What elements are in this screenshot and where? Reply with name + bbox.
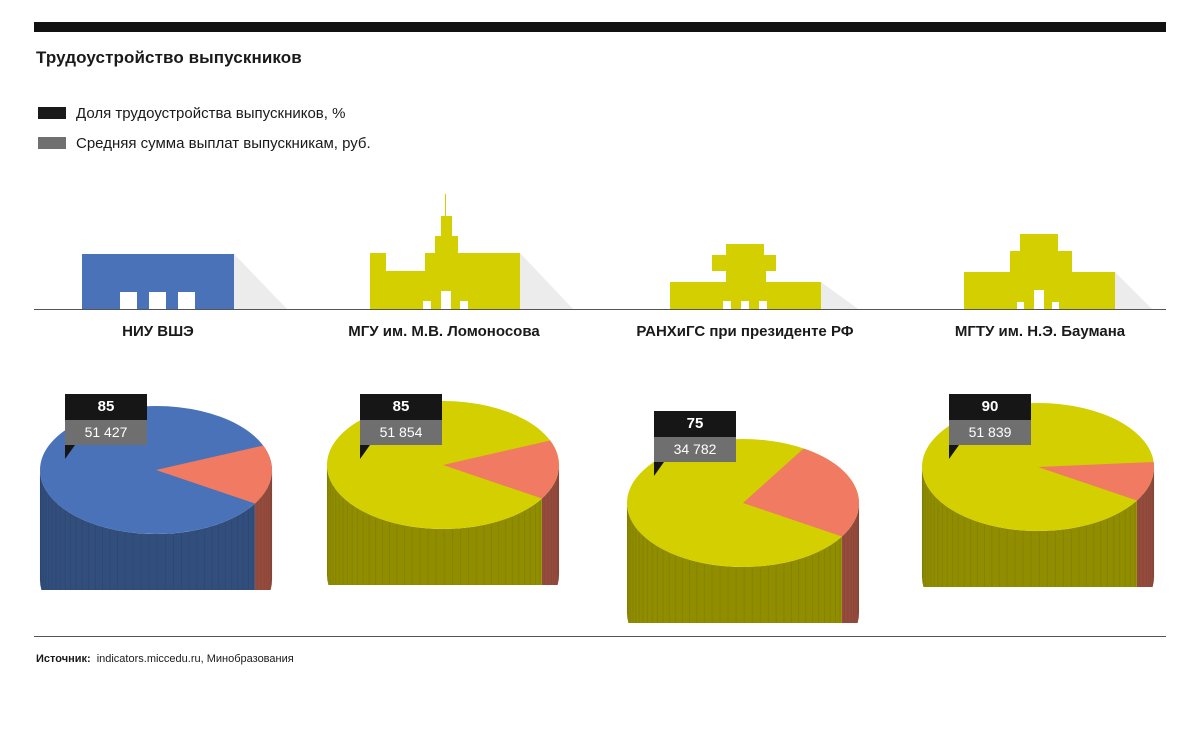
building-bmstu-icon <box>964 234 1152 309</box>
pie-side-main-bmstu <box>922 467 1137 587</box>
pie-slice-ranepa <box>743 448 859 537</box>
employment-label-bmstu: 90 <box>949 394 1031 420</box>
legend-swatch-salary <box>38 137 66 149</box>
pie-slice-msu <box>443 440 559 499</box>
pie-ranepa <box>626 439 860 623</box>
university-label-bmstu: МГТУ им. Н.Э. Баумана <box>954 323 1126 340</box>
legend-swatch-employment <box>38 107 66 119</box>
legend: Доля трудоустройства выпускников, % Сред… <box>38 98 371 158</box>
badge-msu: 85 51 854 <box>360 394 442 459</box>
source-label: Источник: <box>36 653 91 665</box>
legend-item-salary: Средняя сумма выплат выпускникам, руб. <box>38 128 371 158</box>
legend-label-employment: Доля трудоустройства выпускников, % <box>76 104 346 122</box>
pie-side-main-hse <box>40 470 255 590</box>
employment-label-hse: 85 <box>65 394 147 420</box>
pie-side-slice-bmstu <box>1136 467 1154 587</box>
pie-side-slice-ranepa <box>841 503 859 623</box>
legend-label-salary: Средняя сумма выплат выпускникам, руб. <box>76 134 371 152</box>
salary-label-hse: 51 427 <box>65 420 147 445</box>
university-label-hse: НИУ ВШЭ <box>122 323 194 340</box>
ground-line <box>34 309 1166 310</box>
building-ranepa-icon <box>670 244 858 309</box>
badge-tail-hse <box>65 445 75 459</box>
legend-item-employment: Доля трудоустройства выпускников, % <box>38 98 371 128</box>
pie-side-slice-msu <box>541 465 559 585</box>
bottom-rule <box>34 636 1166 637</box>
pie-slice-bmstu <box>1038 461 1154 501</box>
salary-label-ranepa: 34 782 <box>654 437 736 462</box>
university-label-ranepa: РАНХиГС при президенте РФ <box>636 323 854 340</box>
badge-hse: 85 51 427 <box>65 394 147 459</box>
source-text: indicators.miccedu.ru, Минобразования <box>96 653 294 665</box>
pie-slice-hse <box>156 445 272 504</box>
employment-label-ranepa: 75 <box>654 411 736 437</box>
badge-tail-msu <box>360 445 370 459</box>
top-rule <box>34 22 1166 32</box>
badge-tail-ranepa <box>654 462 664 476</box>
pie-side-main-ranepa <box>627 503 842 623</box>
salary-label-bmstu: 51 839 <box>949 420 1031 445</box>
chart-title: Трудоустройство выпускников <box>36 48 302 67</box>
pie-side-slice-hse <box>254 470 272 590</box>
university-label-msu: МГУ им. М.В. Ломоносова <box>348 323 540 340</box>
badge-ranepa: 75 34 782 <box>654 411 736 476</box>
badge-tail-bmstu <box>949 445 959 459</box>
building-hse-icon <box>82 254 287 309</box>
building-msu-icon <box>370 194 573 309</box>
badge-bmstu: 90 51 839 <box>949 394 1031 459</box>
pie-side-main-msu <box>327 465 542 585</box>
salary-label-msu: 51 854 <box>360 420 442 445</box>
source-note: Источник: indicators.miccedu.ru, Минобраз… <box>36 653 294 665</box>
employment-label-msu: 85 <box>360 394 442 420</box>
